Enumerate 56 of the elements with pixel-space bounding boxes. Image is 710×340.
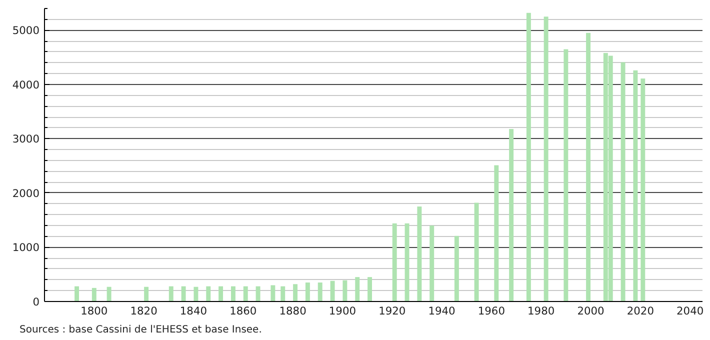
bar (355, 277, 360, 302)
bar (392, 223, 397, 302)
x-tick-label: 2040 (676, 304, 704, 318)
y-tick-label: 3000 (12, 132, 40, 146)
bar (305, 282, 310, 302)
x-tick-label: 1820 (130, 304, 158, 318)
x-tick-label: 2020 (626, 304, 654, 318)
bar (417, 206, 422, 302)
bar (454, 236, 459, 302)
bar (494, 165, 499, 302)
bar (181, 286, 186, 302)
y-tick-label: 1000 (12, 241, 40, 254)
bar (218, 286, 224, 302)
y-tick-label: 0 (32, 296, 40, 308)
bar (106, 286, 112, 302)
bar (330, 280, 335, 302)
bar (318, 282, 322, 302)
bar (206, 286, 211, 302)
bar (256, 286, 260, 302)
x-tick-label: 1900 (328, 304, 356, 318)
y-tick-label: 4000 (12, 78, 40, 92)
x-tick-label: 1980 (528, 304, 555, 318)
bar (144, 286, 149, 302)
y-tick-label: 2000 (12, 186, 40, 200)
bar (586, 32, 591, 302)
bar (640, 78, 646, 302)
x-tick-label: 2000 (577, 304, 605, 318)
bar (544, 16, 548, 302)
bar (194, 286, 198, 302)
x-tick-label: 1960 (478, 304, 506, 318)
x-tick-label: 1920 (378, 304, 406, 318)
bar (230, 286, 236, 302)
bar (368, 277, 372, 302)
bar (74, 286, 80, 302)
x-tick-label: 1800 (80, 304, 108, 318)
bar (280, 286, 286, 302)
bar (526, 12, 531, 302)
bar (243, 286, 248, 302)
bar (270, 285, 276, 302)
x-tick-label: 1860 (230, 304, 257, 318)
bar (474, 202, 479, 302)
bar (633, 70, 638, 302)
bar (92, 288, 96, 302)
bar (168, 286, 174, 302)
source-note: Sources : base Cassini de l'EHESS et base Insee. (20, 324, 262, 336)
x-tick-label: 1880 (279, 304, 307, 318)
x-tick-label: 1840 (180, 304, 208, 318)
bar (293, 284, 298, 302)
x-tick-label: 1940 (428, 304, 456, 318)
bar (620, 62, 626, 302)
bar (430, 226, 434, 302)
y-tick-label: 5000 (12, 24, 40, 38)
bar (404, 223, 410, 302)
bar (342, 280, 348, 302)
bar (564, 49, 568, 302)
bar (509, 128, 514, 302)
